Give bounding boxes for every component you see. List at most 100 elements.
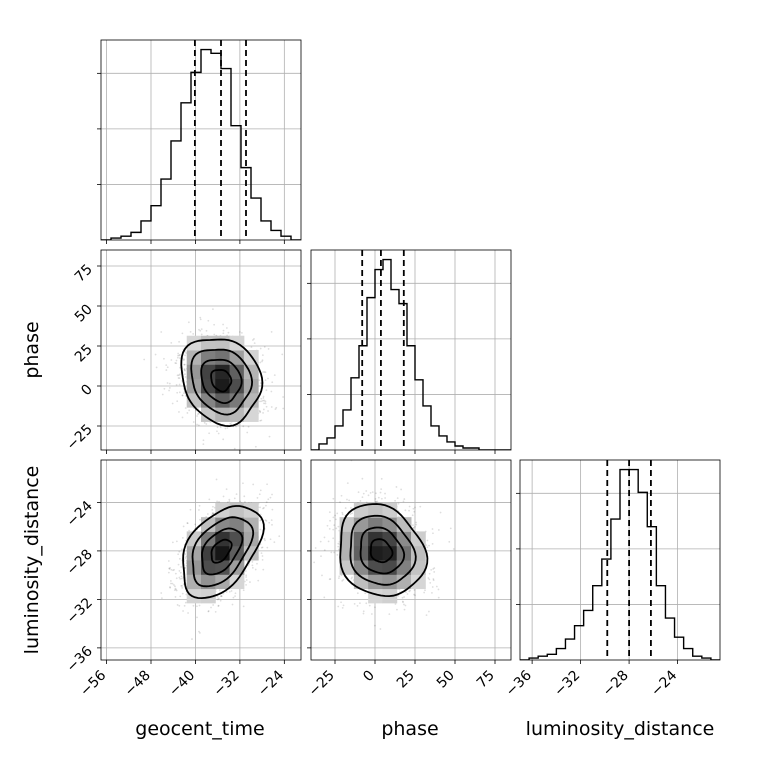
sample-point	[180, 566, 183, 568]
sample-point	[178, 550, 181, 553]
sample-point	[268, 521, 271, 524]
sample-point	[183, 363, 186, 366]
sample-point	[260, 546, 263, 549]
sample-point	[207, 319, 210, 322]
sample-point	[323, 549, 326, 552]
sample-point	[198, 632, 201, 634]
sample-point	[181, 548, 183, 551]
sample-point	[196, 415, 198, 417]
sample-point	[341, 579, 344, 582]
sample-point	[167, 571, 170, 574]
sample-point	[211, 511, 214, 514]
sample-point	[375, 492, 377, 495]
sample-point	[424, 589, 426, 592]
sample-point	[243, 580, 246, 583]
sample-point	[336, 553, 339, 556]
sample-point	[189, 330, 192, 333]
contour-1.5-sigma	[191, 516, 255, 588]
sample-point	[266, 546, 269, 549]
y-tick-label: 0	[78, 382, 96, 400]
sample-point	[264, 371, 267, 374]
density-cell	[215, 560, 231, 575]
sample-point	[265, 405, 268, 408]
sample-point	[225, 327, 228, 329]
sample-point	[175, 589, 178, 592]
sample-point	[327, 540, 330, 543]
sample-point	[249, 581, 251, 583]
sample-point	[178, 557, 181, 560]
sample-point	[437, 596, 440, 599]
sample-point	[196, 616, 198, 619]
sample-point	[205, 423, 208, 425]
sample-point	[323, 596, 326, 599]
sample-point	[187, 321, 190, 324]
contour-2-sigma	[180, 338, 264, 428]
sample-point	[180, 585, 183, 587]
density-cell	[201, 364, 216, 380]
sample-point	[397, 594, 400, 597]
sample-point	[184, 557, 187, 559]
sample-point	[169, 586, 172, 589]
sample-point	[350, 506, 352, 509]
sample-point	[184, 407, 187, 409]
sample-point	[196, 413, 199, 416]
sample-point	[176, 604, 179, 606]
sample-point	[388, 613, 391, 616]
sample-point	[377, 496, 380, 499]
sample-point	[263, 399, 266, 402]
sample-point	[178, 377, 181, 380]
sample-point	[278, 535, 281, 538]
sample-point	[231, 603, 234, 606]
sample-point	[225, 488, 228, 491]
sample-point	[265, 519, 268, 522]
sample-point	[238, 331, 241, 333]
sample-point	[415, 523, 418, 526]
sample-point	[176, 400, 179, 403]
sample-point	[282, 407, 285, 410]
sample-point	[379, 491, 382, 494]
sample-point	[217, 597, 220, 600]
sample-point	[262, 395, 265, 398]
sample-point	[161, 597, 163, 600]
density-cell	[186, 588, 202, 604]
density-cell	[201, 335, 216, 351]
sample-point	[226, 427, 229, 429]
sample-point	[256, 562, 258, 565]
sample-point	[274, 408, 277, 411]
sample-point	[401, 600, 404, 603]
sample-point	[216, 430, 218, 433]
density-cell	[368, 588, 383, 604]
sample-point	[155, 366, 158, 369]
sample-point	[259, 382, 262, 385]
sample-point	[245, 584, 247, 586]
density-cell	[201, 407, 216, 422]
sample-point	[346, 482, 349, 485]
sample-point	[269, 496, 272, 499]
density-cell	[186, 364, 202, 380]
sample-point	[192, 421, 195, 423]
sample-point	[262, 371, 265, 373]
sample-point	[431, 591, 433, 594]
x-axis-title-luminosity_distance: luminosity_distance	[526, 718, 715, 740]
axis-titles: geocent_time phase luminosity_distancephas…	[21, 321, 714, 740]
sample-point	[425, 544, 428, 547]
sample-point	[242, 425, 245, 428]
x-tick-label: −28	[600, 668, 632, 700]
sample-point	[329, 519, 331, 522]
sample-point	[211, 508, 214, 511]
x-axis-title-phase: phase	[381, 718, 438, 740]
density-cell	[201, 588, 216, 604]
sample-point	[261, 360, 263, 363]
sample-point	[222, 323, 224, 326]
sample-point	[177, 354, 179, 357]
sample-point	[271, 523, 273, 526]
sample-point	[328, 527, 331, 530]
x-tick-label: −24	[255, 667, 287, 699]
hist-phase-frame	[310, 249, 512, 451]
sample-point	[184, 553, 186, 555]
sample-point	[335, 518, 337, 521]
sample-point	[199, 329, 202, 332]
sample-point	[403, 498, 406, 500]
sample-point	[336, 512, 339, 515]
x-tick-label: −24	[648, 667, 680, 699]
